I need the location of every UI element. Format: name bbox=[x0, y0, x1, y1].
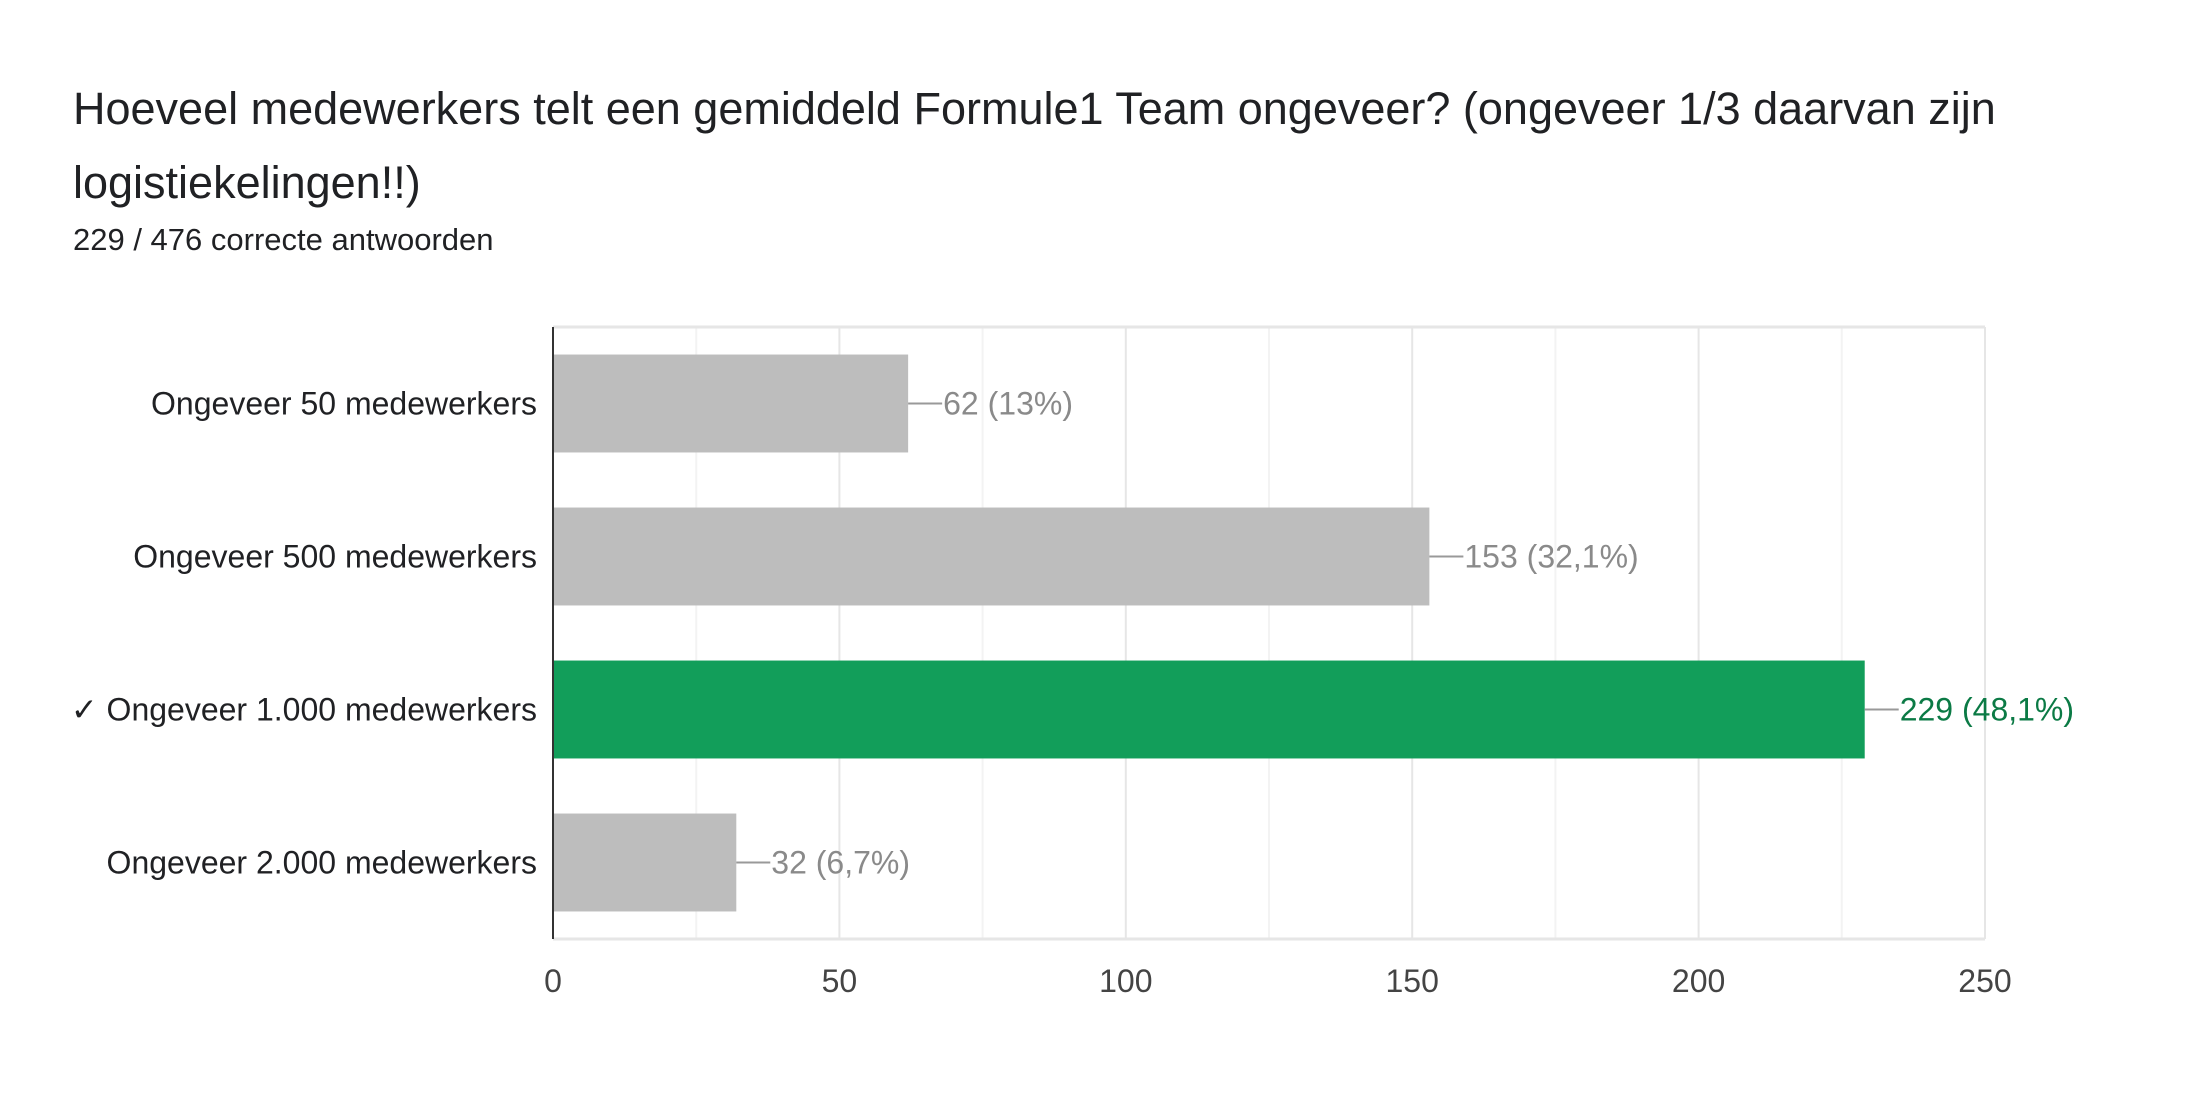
x-tick-label: 100 bbox=[1099, 963, 1152, 999]
category-label: ✓ Ongeveer 1.000 medewerkers bbox=[71, 692, 537, 728]
data-label: 62 (13%) bbox=[943, 386, 1073, 422]
x-tick-label: 250 bbox=[1958, 963, 2011, 999]
bar bbox=[553, 354, 909, 453]
bar bbox=[553, 507, 1430, 606]
chart-title: Hoeveel medewerkers telt een gemiddeld F… bbox=[73, 83, 1996, 208]
category-label: Ongeveer 2.000 medewerkers bbox=[107, 845, 537, 881]
chart-subtitle: 229 / 476 correcte antwoorden bbox=[73, 222, 494, 257]
bar bbox=[553, 813, 737, 912]
x-tick-label: 200 bbox=[1672, 963, 1725, 999]
category-label: Ongeveer 500 medewerkers bbox=[133, 539, 537, 575]
x-tick-label: 150 bbox=[1386, 963, 1439, 999]
bar bbox=[553, 660, 1865, 759]
x-tick-label: 50 bbox=[822, 963, 858, 999]
category-label: Ongeveer 50 medewerkers bbox=[151, 386, 537, 422]
data-label: 32 (6,7%) bbox=[771, 845, 910, 881]
data-label: 153 (32,1%) bbox=[1464, 539, 1638, 575]
data-label: 229 (48,1%) bbox=[1900, 692, 2074, 728]
x-tick-label: 0 bbox=[544, 963, 562, 999]
